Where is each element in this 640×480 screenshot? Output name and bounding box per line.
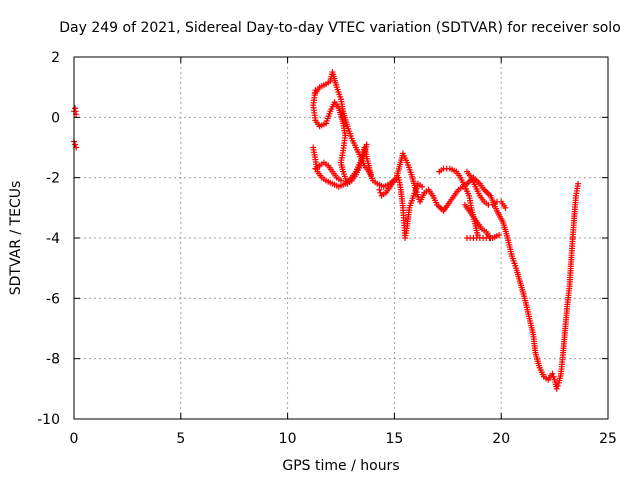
y-tick-label: -2 bbox=[46, 171, 60, 187]
data-point bbox=[550, 373, 557, 380]
x-axis-label: GPS time / hours bbox=[282, 458, 399, 474]
x-tick-label: 0 bbox=[70, 431, 79, 447]
chart-title: Day 249 of 2021, Sidereal Day-to-day VTE… bbox=[59, 20, 621, 36]
y-axis-label: SDTVAR / TECUs bbox=[8, 181, 24, 296]
y-tick-label: -10 bbox=[37, 412, 60, 428]
x-tick-labels: 0 5 10 15 20 25 bbox=[70, 431, 617, 447]
x-tick-label: 25 bbox=[599, 431, 617, 447]
x-tick-label: 20 bbox=[492, 431, 510, 447]
data-point bbox=[338, 177, 344, 184]
data-point bbox=[553, 385, 560, 392]
data-point bbox=[575, 180, 582, 187]
y-tick-label: -4 bbox=[46, 231, 60, 247]
x-tick-label: 5 bbox=[176, 431, 185, 447]
data-point bbox=[474, 231, 481, 238]
data-point bbox=[502, 204, 509, 211]
axis-ticks bbox=[73, 56, 609, 420]
x-tick-label: 15 bbox=[385, 431, 403, 447]
data-point bbox=[496, 231, 503, 238]
y-tick-label: 2 bbox=[51, 50, 60, 66]
data-point bbox=[554, 382, 561, 389]
data-point bbox=[549, 370, 556, 377]
x-tick-label: 10 bbox=[279, 431, 297, 447]
data-point bbox=[377, 189, 384, 196]
data-point bbox=[72, 141, 79, 148]
y-tick-label: -6 bbox=[46, 291, 60, 307]
data-points bbox=[71, 69, 582, 392]
data-point bbox=[363, 141, 370, 148]
data-point bbox=[376, 186, 383, 193]
y-tick-label: 0 bbox=[51, 110, 60, 126]
grid-lines bbox=[74, 57, 608, 419]
y-tick-label: -8 bbox=[46, 352, 60, 368]
y-tick-labels: -10 -8 -6 -4 -2 0 2 bbox=[37, 50, 60, 428]
data-point bbox=[367, 171, 374, 178]
data-point bbox=[419, 183, 426, 190]
